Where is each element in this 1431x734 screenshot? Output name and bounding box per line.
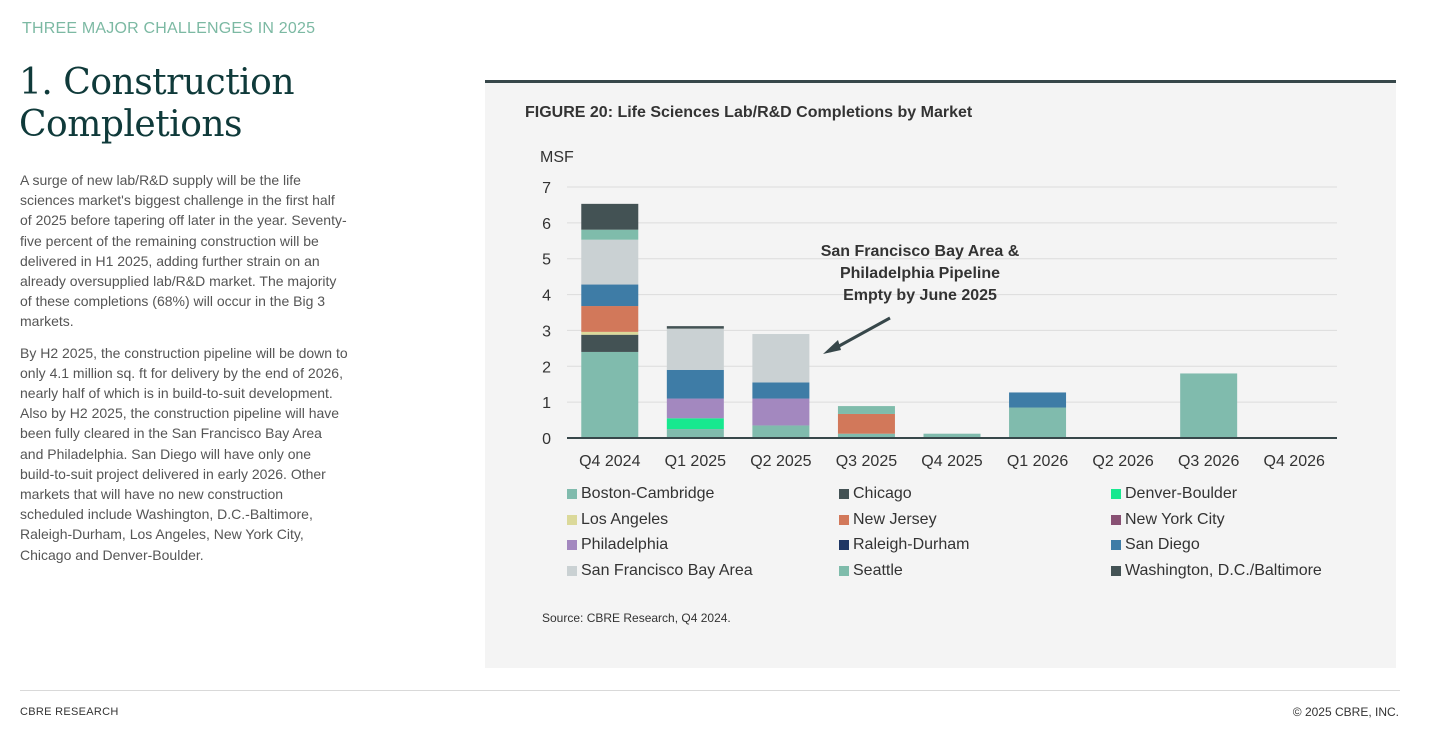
- x-tick-label: Q4 2024: [579, 453, 640, 470]
- annotation-line-2: Philadelphia Pipeline: [839, 265, 1001, 282]
- annotation-line-1: San Francisco Bay Area &: [820, 243, 1020, 260]
- legend-label: Seattle: [853, 561, 903, 579]
- legend-item: San Francisco Bay Area: [567, 562, 753, 580]
- y-axis-label: MSF: [540, 149, 574, 166]
- legend-label: Los Angeles: [581, 510, 669, 528]
- y-tick-label: 5: [542, 252, 551, 269]
- x-tick-label: Q2 2026: [1092, 453, 1153, 470]
- legend-swatch: [839, 489, 849, 499]
- footer-divider: [20, 690, 1400, 691]
- figure-source: Source: CBRE Research, Q4 2024.: [542, 611, 731, 625]
- figure-title: FIGURE 20: Life Sciences Lab/R&D Complet…: [525, 104, 973, 121]
- legend-item: Boston-Cambridge: [567, 485, 714, 503]
- bar-segment: [581, 334, 639, 352]
- legend-label: Raleigh-Durham: [853, 536, 970, 553]
- x-tick-label: Q4 2025: [921, 453, 982, 470]
- body-paragraph-1: A surge of new lab/R&D supply will be th…: [20, 172, 347, 330]
- bar-segment: [666, 328, 724, 370]
- bar-segment: [666, 418, 724, 430]
- legend-label: San Francisco Bay Area: [581, 561, 753, 579]
- x-tick-label: Q3 2026: [1178, 453, 1239, 470]
- bar-segment: [666, 369, 724, 399]
- bar-segment: [1009, 407, 1067, 438]
- legend-swatch: [1111, 540, 1121, 550]
- legend-item: Chicago: [839, 485, 912, 503]
- legend-label: Boston-Cambridge: [581, 485, 715, 502]
- legend-item: New York City: [1111, 511, 1225, 529]
- bar-segment: [752, 334, 810, 383]
- bar-segment: [581, 203, 639, 230]
- y-tick-label: 0: [542, 431, 551, 448]
- bar-segment: [837, 406, 895, 414]
- y-tick-label: 1: [542, 395, 551, 412]
- bar-segment: [581, 239, 639, 285]
- bar-segment: [752, 398, 810, 426]
- stacked-bar-chart: MSF 0 1 2 3 4 5 6 7 Q4 2024 Q1 2025 Q2 2025 Q3 2025 Q…: [540, 149, 1337, 470]
- legend-swatch: [1111, 489, 1121, 499]
- legend-swatch: [1111, 565, 1121, 576]
- legend-label: New Jersey: [853, 510, 937, 528]
- legend-swatch: [1111, 514, 1121, 525]
- bar-segment: [752, 425, 810, 438]
- legend-swatch: [839, 565, 849, 576]
- bar-segment: [837, 413, 895, 434]
- bar-segment: [1009, 392, 1067, 408]
- annotation-arrow: [829, 316, 891, 353]
- legend-item: Raleigh-Durham: [839, 536, 970, 554]
- legend-item: Seattle: [839, 562, 903, 580]
- legend-label: Chicago: [853, 485, 912, 502]
- legend-item: Washington, D.C./Baltimore: [1111, 562, 1322, 580]
- legend-label: Washington, D.C./Baltimore: [1125, 561, 1322, 579]
- footer-copyright: © 2025 CBRE, INC.: [1292, 705, 1399, 719]
- legend-swatch: [839, 514, 849, 525]
- legend-item: Philadelphia: [567, 536, 668, 554]
- y-tick-label: 7: [542, 180, 551, 197]
- bar-segment: [666, 429, 724, 438]
- legend-label: Philadelphia: [581, 536, 669, 553]
- bar-segment: [1180, 373, 1238, 438]
- y-tick-label: 4: [542, 288, 551, 305]
- legend-swatch: [567, 489, 577, 499]
- bar-segment: [666, 398, 724, 419]
- annotation-line-3: Empty by June 2025: [843, 287, 997, 304]
- legend-label: Denver-Boulder: [1125, 485, 1238, 502]
- bar-segment: [581, 284, 639, 307]
- chart-annotation: San Francisco Bay Area & Philadelphia Pi…: [800, 241, 1040, 307]
- y-tick-label: 3: [542, 323, 551, 340]
- legend-item: New Jersey: [839, 511, 937, 529]
- legend-item: San Diego: [1111, 536, 1200, 554]
- legend-swatch: [567, 565, 577, 576]
- legend-label: New York City: [1125, 510, 1225, 528]
- legend-item: Los Angeles: [567, 511, 668, 529]
- footer-brand: CBRE RESEARCH: [20, 706, 119, 718]
- section-eyebrow: THREE MAJOR CHALLENGES IN 2025: [22, 20, 316, 37]
- bar-segment: [581, 306, 639, 332]
- x-tick-label: Q1 2025: [665, 453, 726, 470]
- bar-segment: [752, 382, 810, 399]
- x-tick-label: Q1 2026: [1007, 453, 1068, 470]
- body-paragraph-2: By H2 2025, the construction pipeline wi…: [20, 344, 348, 563]
- bar-segment: [923, 433, 981, 438]
- y-tick-label: 6: [542, 216, 551, 233]
- legend-item: Denver-Boulder: [1111, 485, 1237, 503]
- bar-segment: [581, 331, 639, 335]
- y-tick-label: 2: [542, 359, 551, 376]
- x-tick-label: Q3 2025: [836, 453, 897, 470]
- body-copy: A surge of new lab/R&D supply will be th…: [20, 170, 348, 576]
- bar-segment: [837, 433, 895, 438]
- bar-segment: [581, 229, 639, 240]
- page-title: 1. Construction Completions: [19, 62, 295, 145]
- annotation-arrowhead: [823, 340, 841, 354]
- legend-swatch: [567, 540, 577, 550]
- x-tick-label: Q4 2026: [1264, 453, 1325, 470]
- legend-label: San Diego: [1125, 536, 1200, 553]
- x-tick-label: Q2 2025: [750, 453, 811, 470]
- bar-segment: [666, 326, 724, 329]
- legend-swatch: [839, 540, 849, 550]
- legend-swatch: [567, 514, 577, 525]
- bar-segment: [581, 351, 639, 438]
